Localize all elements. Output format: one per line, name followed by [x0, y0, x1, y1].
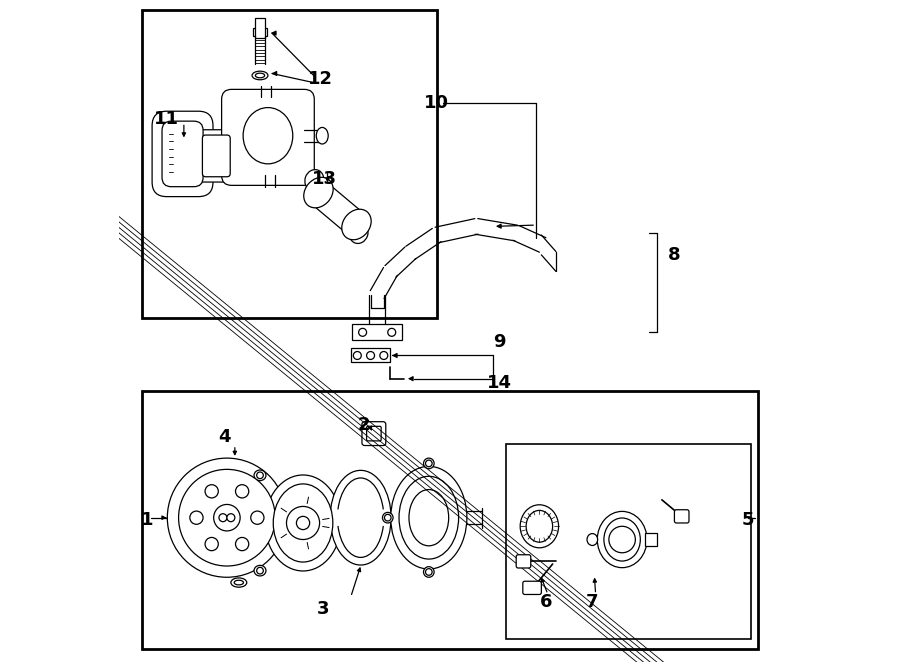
Ellipse shape: [342, 209, 371, 240]
Text: 12: 12: [309, 70, 333, 89]
Circle shape: [205, 485, 219, 498]
FancyBboxPatch shape: [221, 89, 314, 185]
Ellipse shape: [526, 510, 553, 542]
Bar: [142, 391, 758, 649]
Ellipse shape: [330, 470, 392, 565]
Circle shape: [388, 328, 396, 336]
Text: 3: 3: [317, 600, 329, 618]
Ellipse shape: [305, 169, 324, 191]
Ellipse shape: [399, 477, 459, 559]
Ellipse shape: [252, 71, 268, 79]
FancyBboxPatch shape: [202, 135, 230, 177]
Ellipse shape: [316, 127, 328, 144]
Bar: [256, 18, 265, 38]
Circle shape: [205, 538, 219, 551]
Ellipse shape: [254, 470, 266, 481]
Text: 4: 4: [219, 428, 231, 446]
Bar: [254, 28, 266, 36]
Ellipse shape: [231, 578, 247, 587]
Text: 8: 8: [668, 246, 680, 264]
Circle shape: [227, 514, 235, 522]
Circle shape: [213, 504, 240, 531]
Circle shape: [167, 458, 286, 577]
Circle shape: [609, 526, 635, 553]
Circle shape: [256, 472, 264, 479]
Ellipse shape: [587, 534, 598, 545]
Circle shape: [366, 352, 374, 359]
Ellipse shape: [243, 107, 292, 164]
Text: 10: 10: [424, 93, 449, 112]
Circle shape: [219, 514, 227, 522]
Circle shape: [286, 506, 320, 540]
Ellipse shape: [382, 512, 393, 523]
Ellipse shape: [520, 505, 559, 548]
Text: 11: 11: [154, 110, 179, 128]
Ellipse shape: [424, 567, 434, 577]
Circle shape: [354, 352, 361, 359]
FancyBboxPatch shape: [517, 555, 531, 568]
Ellipse shape: [274, 484, 333, 562]
Text: 7: 7: [586, 593, 598, 612]
Circle shape: [380, 352, 388, 359]
Text: 1: 1: [140, 510, 153, 529]
Ellipse shape: [424, 458, 434, 469]
FancyBboxPatch shape: [523, 581, 542, 594]
Ellipse shape: [256, 73, 265, 77]
Circle shape: [236, 538, 248, 551]
Circle shape: [296, 516, 310, 530]
Text: 13: 13: [311, 169, 337, 188]
Bar: [142, 10, 436, 318]
Bar: [507, 444, 752, 639]
Ellipse shape: [254, 565, 266, 576]
Text: 5: 5: [742, 510, 754, 529]
Text: 14: 14: [487, 373, 512, 392]
Circle shape: [384, 514, 392, 521]
FancyBboxPatch shape: [197, 130, 236, 182]
Circle shape: [256, 567, 264, 574]
Circle shape: [426, 460, 432, 467]
Bar: [645, 533, 657, 546]
Ellipse shape: [303, 177, 333, 208]
Text: 6: 6: [540, 593, 553, 612]
FancyBboxPatch shape: [366, 426, 382, 441]
Circle shape: [178, 469, 275, 566]
FancyBboxPatch shape: [152, 111, 213, 197]
Text: 2: 2: [357, 416, 370, 434]
Bar: [351, 348, 391, 362]
FancyBboxPatch shape: [162, 121, 203, 187]
Ellipse shape: [234, 580, 244, 585]
Ellipse shape: [391, 466, 467, 569]
Circle shape: [251, 511, 264, 524]
Circle shape: [358, 328, 366, 336]
Ellipse shape: [598, 511, 647, 568]
Circle shape: [236, 485, 248, 498]
Text: 9: 9: [493, 332, 506, 351]
Bar: [352, 324, 402, 340]
Ellipse shape: [349, 222, 368, 244]
FancyBboxPatch shape: [674, 510, 689, 523]
Ellipse shape: [604, 518, 640, 561]
Circle shape: [190, 511, 203, 524]
Ellipse shape: [265, 475, 341, 571]
Circle shape: [426, 569, 432, 575]
FancyBboxPatch shape: [362, 422, 386, 446]
